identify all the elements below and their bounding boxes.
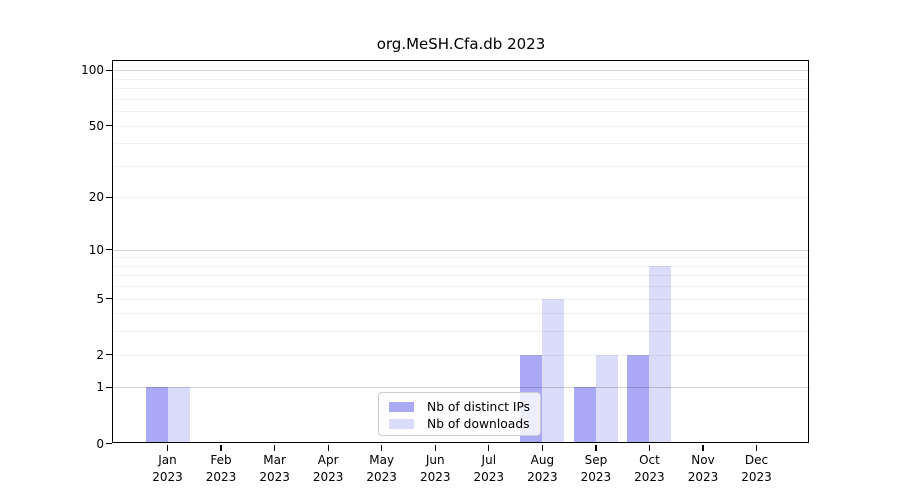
plot-border xyxy=(112,60,810,443)
x-tick xyxy=(541,444,543,451)
y-tick-label: 10 xyxy=(88,242,104,257)
x-tick-year: 2023 xyxy=(366,469,397,484)
y-tick xyxy=(106,249,112,251)
x-tick-year: 2023 xyxy=(473,469,505,484)
x-tick-label-jul: Jul 2023 xyxy=(457,452,521,486)
legend-swatch-distinct-ips xyxy=(389,402,414,412)
x-tick-year: 2023 xyxy=(205,469,237,484)
gridline-major xyxy=(112,387,810,389)
x-tick xyxy=(220,444,222,451)
legend-label-downloads: Nb of downloads xyxy=(427,417,530,431)
x-tick-year: 2023 xyxy=(687,469,719,484)
y-tick-label: 50 xyxy=(88,118,104,133)
y-tick-label: 0 xyxy=(96,436,104,451)
bar-distinct-ips-jan xyxy=(145,387,168,444)
bar-distinct-ips-oct xyxy=(627,354,650,444)
gridline-major xyxy=(112,249,810,251)
bar-downloads-aug xyxy=(542,298,565,444)
x-tick xyxy=(434,444,436,451)
gridline-minor xyxy=(112,143,810,145)
y-tick-label: 100 xyxy=(81,63,104,78)
gridline-minor xyxy=(112,331,810,333)
x-tick-year: 2023 xyxy=(527,469,558,484)
x-tick-label-nov: Nov 2023 xyxy=(671,452,735,486)
x-tick-label-apr: Apr 2023 xyxy=(296,452,360,486)
x-tick-label-oct: Oct 2023 xyxy=(617,452,681,486)
gridline-minor xyxy=(112,111,810,113)
x-tick-label-mar: Mar 2023 xyxy=(243,452,307,486)
gridline-minor xyxy=(112,265,810,267)
x-tick xyxy=(273,444,276,451)
x-tick-label-feb: Feb 2023 xyxy=(189,452,253,486)
y-tick-label: 20 xyxy=(88,190,104,205)
x-tick xyxy=(648,444,651,451)
gridline-minor xyxy=(112,286,810,288)
gridline-minor xyxy=(112,197,810,199)
y-tick xyxy=(106,69,112,72)
y-tick-label: 5 xyxy=(96,291,104,306)
gridline-minor xyxy=(112,125,810,127)
x-tick-label-dec: Dec 2023 xyxy=(725,452,789,486)
x-tick-label-jun: Jun 2023 xyxy=(403,452,467,486)
x-tick xyxy=(381,444,383,451)
x-tick-label-jan: Jan 2023 xyxy=(136,452,200,486)
x-tick-label-sep: Sep 2023 xyxy=(564,452,628,486)
gridline-minor xyxy=(112,275,810,277)
y-tick xyxy=(106,442,112,445)
y-tick xyxy=(106,125,112,127)
legend-item-distinct-ips: Nb of distinct IPs xyxy=(389,399,540,415)
x-tick-year: 2023 xyxy=(152,469,183,484)
legend-label-distinct-ips: Nb of distinct IPs xyxy=(427,400,531,414)
gridline-minor xyxy=(112,88,810,90)
y-tick xyxy=(106,386,112,389)
x-tick-year: 2023 xyxy=(312,469,344,484)
gridline-minor xyxy=(112,313,810,315)
gridline-minor xyxy=(112,78,810,80)
legend-swatch-downloads xyxy=(389,419,414,429)
x-tick-label-aug: Aug 2023 xyxy=(510,452,574,486)
x-tick xyxy=(702,444,704,451)
x-tick xyxy=(755,444,758,451)
gridline-minor xyxy=(112,354,810,356)
gridline-major xyxy=(112,70,810,72)
chart-title: org.MeSH.Cfa.db 2023 xyxy=(376,35,546,53)
x-tick-year: 2023 xyxy=(259,469,290,484)
x-tick-year: 2023 xyxy=(741,469,772,484)
bar-downloads-sep xyxy=(595,354,618,444)
y-tick xyxy=(106,196,112,199)
legend: Nb of distinct IPs Nb of downloads xyxy=(378,392,541,436)
x-tick xyxy=(488,444,490,451)
x-tick-year: 2023 xyxy=(580,469,612,484)
x-tick xyxy=(595,444,597,451)
x-tick-year: 2023 xyxy=(634,469,665,484)
y-tick-label: 1 xyxy=(96,380,104,395)
x-tick-year: 2023 xyxy=(419,469,451,484)
gridline-minor xyxy=(112,98,810,100)
bar-downloads-jan xyxy=(167,387,190,444)
x-tick-label-may: May 2023 xyxy=(350,452,414,486)
x-tick xyxy=(166,444,169,451)
y-tick xyxy=(106,298,112,300)
gridline-minor xyxy=(112,298,810,300)
gridline-minor xyxy=(112,257,810,259)
gridline-minor xyxy=(112,165,810,167)
y-tick xyxy=(106,354,112,356)
y-tick-label: 2 xyxy=(96,347,104,362)
legend-item-downloads: Nb of downloads xyxy=(389,416,540,432)
bar-distinct-ips-sep xyxy=(573,387,596,444)
x-tick xyxy=(327,444,329,451)
bar-downloads-oct xyxy=(649,265,672,444)
